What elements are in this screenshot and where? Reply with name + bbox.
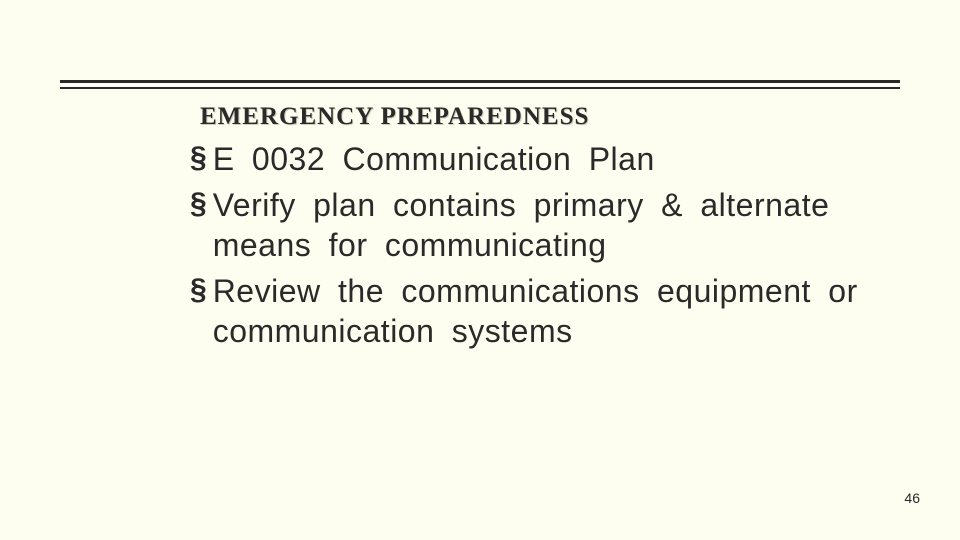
divider-line-bottom	[60, 87, 900, 89]
bullet-list: § E 0032 Communication Plan § Verify pla…	[190, 139, 860, 351]
list-item: § Review the communications equipment or…	[190, 271, 860, 351]
divider-line-top	[60, 80, 900, 83]
bullet-text: E 0032 Communication Plan	[213, 139, 655, 179]
bullet-marker-icon: §	[190, 271, 207, 309]
bullet-marker-icon: §	[190, 139, 207, 177]
title-divider	[60, 80, 900, 89]
slide-heading: EMERGENCY PREPAREDNESS	[200, 103, 900, 131]
slide: EMERGENCY PREPAREDNESS § E 0032 Communic…	[0, 0, 960, 540]
bullet-text: Review the communications equipment or c…	[213, 271, 860, 351]
list-item: § Verify plan contains primary & alterna…	[190, 185, 860, 265]
list-item: § E 0032 Communication Plan	[190, 139, 860, 179]
bullet-text: Verify plan contains primary & alternate…	[213, 185, 860, 265]
bullet-marker-icon: §	[190, 185, 207, 223]
page-number: 46	[904, 490, 920, 506]
